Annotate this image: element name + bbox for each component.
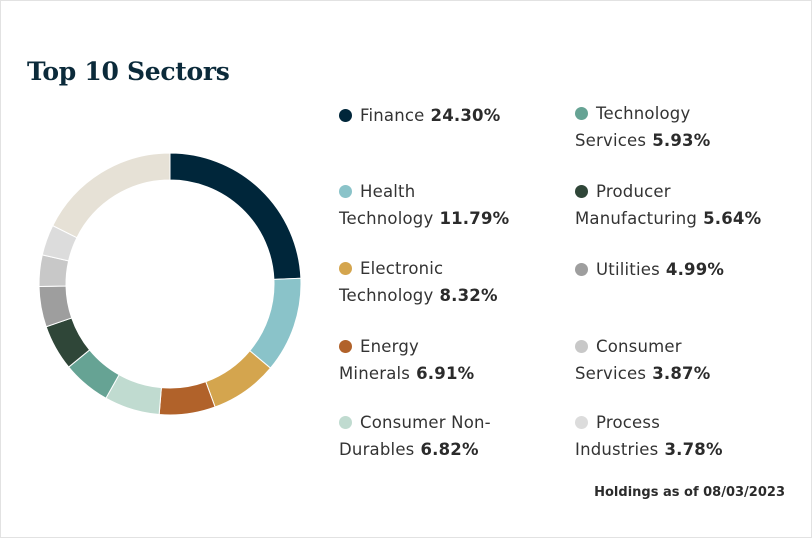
legend-value: 3.78% (664, 440, 723, 459)
legend-item-energy-minerals: Energy Minerals 6.91% (339, 333, 559, 387)
donut-chart (38, 152, 302, 416)
legend-swatch (339, 262, 352, 275)
legend-label: Finance (360, 106, 425, 125)
legend-swatch (575, 107, 588, 120)
legend-swatch (339, 416, 352, 429)
legend-swatch (575, 263, 588, 276)
legend-label: Consumer Non-Durables (339, 413, 491, 459)
legend-swatch (339, 340, 352, 353)
donut-slice-energy-minerals (158, 381, 216, 416)
legend-label: Electronic Technology (339, 259, 444, 305)
legend-item-consumer-non-durables: Consumer Non-Durables 6.82% (339, 409, 559, 463)
legend-value: 3.87% (652, 364, 711, 383)
legend-value: 8.32% (439, 286, 498, 305)
legend-label: Process Industries (575, 413, 660, 459)
legend-value: 5.64% (703, 209, 762, 228)
legend-item-process-industries: Process Industries 3.78% (575, 409, 795, 463)
legend-swatch (339, 109, 352, 122)
legend-label: Consumer Services (575, 337, 682, 383)
legend-label: Energy Minerals (339, 337, 419, 383)
donut-slice-remainder (52, 152, 171, 239)
legend-item-technology-services: Technology Services 5.93% (575, 100, 795, 154)
donut-slice-health-technology (249, 277, 302, 369)
legend-value: 24.30% (430, 106, 501, 125)
legend-item-producer-manufacturing: Producer Manufacturing 5.64% (575, 178, 795, 232)
legend-swatch (575, 185, 588, 198)
legend-value: 6.82% (420, 440, 479, 459)
legend-item-utilities: Utilities 4.99% (575, 256, 795, 283)
legend-label: Utilities (596, 260, 660, 279)
legend-label: Producer Manufacturing (575, 182, 698, 228)
legend-value: 4.99% (665, 260, 725, 279)
chart-title: Top 10 Sectors (27, 57, 230, 86)
legend-label: Technology Services (575, 104, 691, 150)
legend-item-health-technology: Health Technology 11.79% (339, 178, 559, 232)
legend-swatch (575, 416, 588, 429)
legend-item-finance: Finance 24.30% (339, 102, 559, 129)
legend-item-consumer-services: Consumer Services 3.87% (575, 333, 795, 387)
legend-value: 11.79% (439, 209, 510, 228)
legend-value: 5.93% (652, 131, 711, 150)
legend-value: 6.91% (416, 364, 475, 383)
legend-item-electronic-technology: Electronic Technology 8.32% (339, 255, 559, 309)
donut-slice-finance (169, 152, 302, 280)
legend-swatch (575, 340, 588, 353)
holdings-date-note: Holdings as of 08/03/2023 (594, 485, 785, 500)
legend-swatch (339, 185, 352, 198)
legend-label: Health Technology (339, 182, 434, 228)
